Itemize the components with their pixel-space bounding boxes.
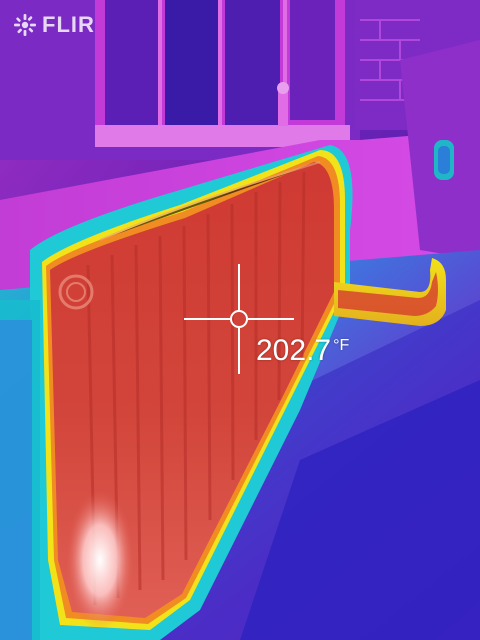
- temperature-value: 202.7: [256, 334, 332, 367]
- crosshair-icon: [184, 264, 294, 374]
- brand-name: FLIR: [42, 12, 95, 37]
- temperature-readout: 202.7 °F: [256, 334, 349, 368]
- flir-logo-icon: [14, 14, 36, 36]
- flir-logo: FLIR: [14, 14, 95, 36]
- temperature-unit: °F: [333, 337, 350, 354]
